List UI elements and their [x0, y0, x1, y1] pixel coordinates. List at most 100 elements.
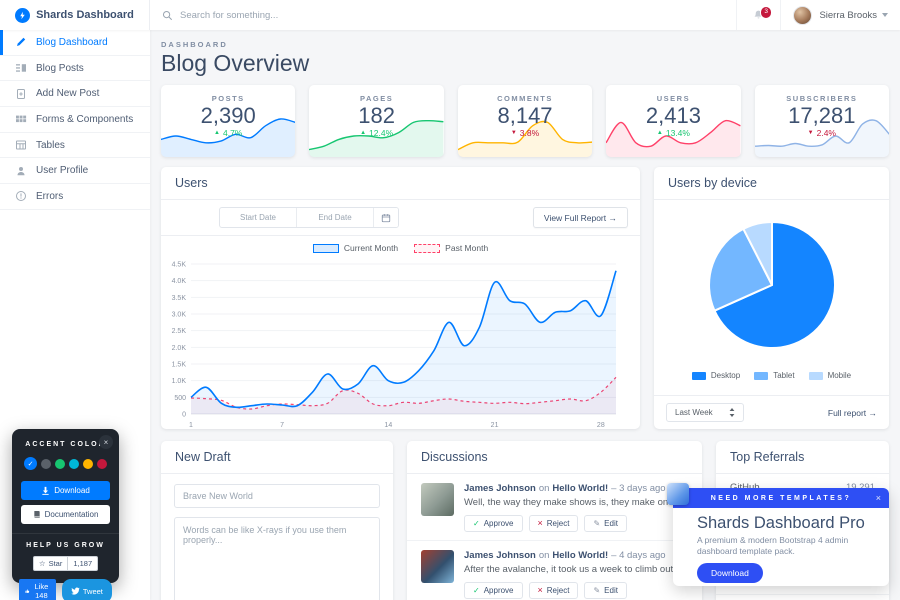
avatar — [421, 483, 454, 516]
reject-button[interactable]: × Reject — [528, 515, 579, 532]
download-icon — [42, 486, 49, 495]
svg-text:14: 14 — [384, 422, 392, 429]
post-link[interactable]: Hello World! — [552, 550, 609, 561]
edit-button[interactable]: ✎ Edit — [584, 515, 627, 532]
start-date-input[interactable] — [220, 208, 296, 227]
promo-download-button[interactable]: Download — [697, 562, 763, 583]
draft-title-input[interactable] — [174, 484, 380, 508]
comment-excerpt: Well, the way they make shows is, they m… — [464, 497, 688, 508]
legend-label: Past Month — [445, 243, 489, 253]
github-star-widget[interactable]: ☆ Star 1,187 — [21, 556, 110, 571]
trend-arrow-icon: ▲ — [656, 130, 663, 137]
facebook-like-button[interactable]: Like 148 — [19, 579, 56, 600]
edit-button[interactable]: ✎ Edit — [584, 582, 627, 599]
approve-button[interactable]: ✓ Approve — [464, 515, 523, 532]
download-button[interactable]: Download — [21, 481, 110, 500]
full-report-link[interactable]: Full report → — [827, 407, 877, 418]
panel-title: Discussions — [407, 441, 702, 474]
accent-swatch-blue[interactable] — [24, 457, 37, 470]
thumbs-up-icon — [25, 589, 30, 593]
tablet-swatch — [754, 371, 769, 380]
note-add-icon — [15, 88, 27, 100]
sidebar-item-blog-dashboard[interactable]: Blog Dashboard — [0, 30, 150, 56]
sidebar-item-label: Add New Post — [36, 88, 100, 100]
sidebar-item-forms-components[interactable]: Forms & Components — [0, 107, 150, 133]
stat-value: 182 — [358, 103, 395, 128]
reject-button[interactable]: × Reject — [528, 582, 579, 599]
close-icon[interactable]: × — [875, 493, 881, 503]
users-chart-panel: Users View Full Report → Current Month P… — [161, 167, 640, 429]
pages-sparkline — [309, 111, 444, 157]
main-content: DASHBOARD Blog Overview POSTS 2,390 ▲ 4.7… — [150, 30, 900, 600]
stat-delta: ▲ 13.4% — [656, 128, 690, 139]
accent-swatch-gray[interactable] — [41, 458, 51, 469]
sidebar-item-label: Blog Dashboard — [36, 36, 108, 48]
sidebar-item-label: Errors — [36, 190, 64, 202]
users-by-device-panel: Users by device Desktop Tablet Mobile La… — [654, 167, 889, 429]
notifications-button[interactable]: 3 — [736, 0, 782, 30]
promo-heading: Shards Dashboard Pro — [697, 514, 865, 532]
users-chart-toolbar: View Full Report → — [161, 200, 640, 236]
svg-text:0: 0 — [182, 412, 186, 419]
svg-text:4.5K: 4.5K — [172, 262, 187, 269]
svg-text:28: 28 — [597, 422, 605, 429]
promo-thumbnail — [667, 483, 689, 505]
sidebar-item-blog-posts[interactable]: Blog Posts — [0, 56, 150, 82]
accent-swatch-green[interactable] — [55, 458, 65, 469]
stat-value: 2,413 — [645, 103, 701, 128]
new-draft-panel: New Draft — [161, 441, 393, 600]
star-icon: ☆ — [38, 559, 46, 568]
sidebar-item-errors[interactable]: Errors — [0, 184, 150, 210]
close-icon[interactable]: × — [99, 435, 113, 449]
end-date-input[interactable] — [297, 208, 373, 227]
user-name[interactable]: Sierra Brooks — [819, 9, 877, 21]
users-line-chart: 0 500 1.0K 1.5K 2.0K 2.5K 3.0K 3.5K 4.0K 4.5K 1 7 14… — [161, 256, 640, 435]
draft-body-textarea[interactable] — [174, 517, 380, 600]
panel-title: Top Referrals — [716, 441, 889, 474]
svg-text:1: 1 — [189, 422, 193, 429]
stat-label: USERS — [656, 94, 691, 103]
stats-row: POSTS 2,390 ▲ 4.7% PAGES 182 ▲ 12.4% COMME… — [161, 85, 890, 157]
stat-delta: ▲ 4.7% — [214, 128, 243, 139]
referral-label[interactable]: GitHub — [730, 482, 760, 493]
chevron-down-icon[interactable] — [882, 13, 888, 17]
legend-label: Desktop — [710, 371, 741, 380]
accent-color-popup: × ACCENT COLOR Download Documentation HE… — [12, 429, 119, 600]
approve-button[interactable]: ✓ Approve — [464, 582, 523, 599]
star-count[interactable]: 1,187 — [68, 556, 99, 571]
device-pie-chart — [655, 204, 889, 367]
tweet-button[interactable]: Tweet — [61, 579, 112, 600]
brand[interactable]: Shards Dashboard — [0, 0, 150, 30]
accent-swatch-cyan[interactable] — [69, 458, 79, 469]
timeframe-select[interactable]: Last Week — [666, 403, 744, 422]
svg-text:7: 7 — [280, 422, 284, 429]
promo-popup: NEED MORE TEMPLATES? × Shards Dashboard … — [667, 483, 889, 586]
author-link[interactable]: James Johnson — [464, 483, 536, 494]
discussion-item: James Johnson on Hello World! – 3 days ago … — [407, 474, 702, 541]
timestamp: – 4 days ago — [611, 550, 666, 561]
breadcrumb: DASHBOARD — [161, 40, 228, 49]
post-link[interactable]: Hello World! — [552, 483, 609, 494]
trend-arrow-icon: ▼ — [807, 130, 814, 137]
sidebar-item-user-profile[interactable]: User Profile — [0, 158, 150, 185]
sidebar-item-label: Blog Posts — [36, 62, 84, 74]
search-input[interactable] — [180, 9, 420, 21]
sidebar-item-add-new-post[interactable]: Add New Post — [0, 81, 150, 108]
svg-text:1.5K: 1.5K — [172, 362, 187, 369]
accent-swatch-yellow[interactable] — [83, 458, 93, 469]
stat-label: COMMENTS — [497, 94, 553, 103]
documentation-button[interactable]: Documentation — [21, 505, 110, 524]
stat-value: 8,147 — [497, 103, 553, 128]
calendar-icon[interactable] — [373, 208, 398, 227]
device-panel-footer: Last Week Full report → — [654, 395, 889, 429]
mobile-swatch — [808, 371, 823, 380]
view-full-report-button[interactable]: View Full Report → — [532, 207, 628, 228]
author-link[interactable]: James Johnson — [464, 550, 536, 561]
timestamp: – 3 days ago — [611, 483, 666, 494]
legend-label: Current Month — [343, 243, 399, 253]
stat-label: SUBSCRIBERS — [786, 94, 858, 103]
divider — [12, 533, 119, 534]
avatar[interactable] — [793, 5, 813, 25]
accent-swatch-red[interactable] — [97, 458, 107, 469]
sidebar-item-tables[interactable]: Tables — [0, 133, 150, 159]
